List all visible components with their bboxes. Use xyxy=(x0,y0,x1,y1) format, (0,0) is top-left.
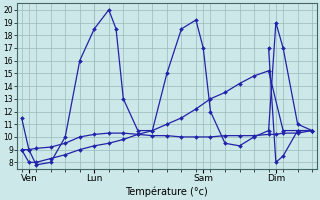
X-axis label: Température (°c): Température (°c) xyxy=(125,186,208,197)
